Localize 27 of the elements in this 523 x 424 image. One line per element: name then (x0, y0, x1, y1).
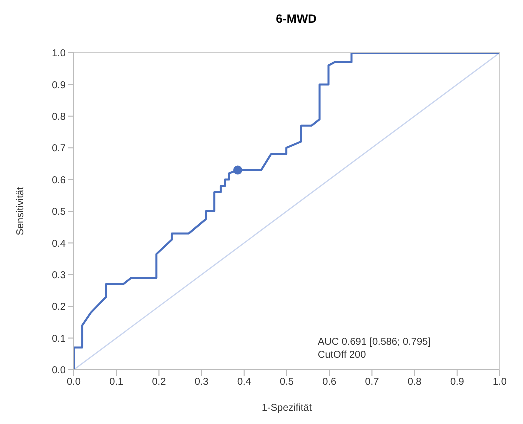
x-tick-label: 0.4 (237, 377, 252, 388)
y-tick-label: 0.8 (52, 112, 66, 123)
y-tick-label: 0.4 (52, 238, 66, 250)
annotation: AUC 0.691 [0.586; 0.795] (318, 336, 431, 349)
y-tick-label: 1.0 (52, 48, 66, 60)
y-tick-label: 0.6 (52, 175, 66, 186)
x-tick-label: 0.7 (365, 377, 380, 388)
x-tick-label: 0.5 (280, 377, 294, 388)
y-tick-label: 0.1 (52, 334, 66, 345)
y-tick-label: 0.7 (52, 144, 66, 155)
y-tick-label: 0.0 (52, 366, 66, 377)
x-tick-label: 0.6 (322, 377, 337, 388)
y-axis-title: Sensitivität (16, 187, 27, 236)
y-tick-label: 0.5 (52, 207, 66, 218)
x-tick-label: 0.8 (408, 377, 422, 388)
x-tick-label: 0.9 (450, 377, 465, 388)
y-tick-label: 0.3 (52, 270, 66, 282)
x-tick-label: 0.3 (194, 377, 210, 388)
chart-title: 6-MWD (275, 11, 318, 28)
y-tick-label: 0.2 (52, 302, 66, 314)
x-axis-title: 1-Spezifität (262, 403, 312, 414)
x-tick-label: 1.0 (493, 377, 508, 388)
x-tick-label: 0.1 (110, 377, 124, 388)
annotation: CutOff 200 (318, 349, 368, 362)
x-tick-label: 0.2 (152, 377, 167, 388)
x-tick-label: 0.0 (67, 377, 82, 388)
y-tick-label: 0.9 (52, 80, 66, 92)
